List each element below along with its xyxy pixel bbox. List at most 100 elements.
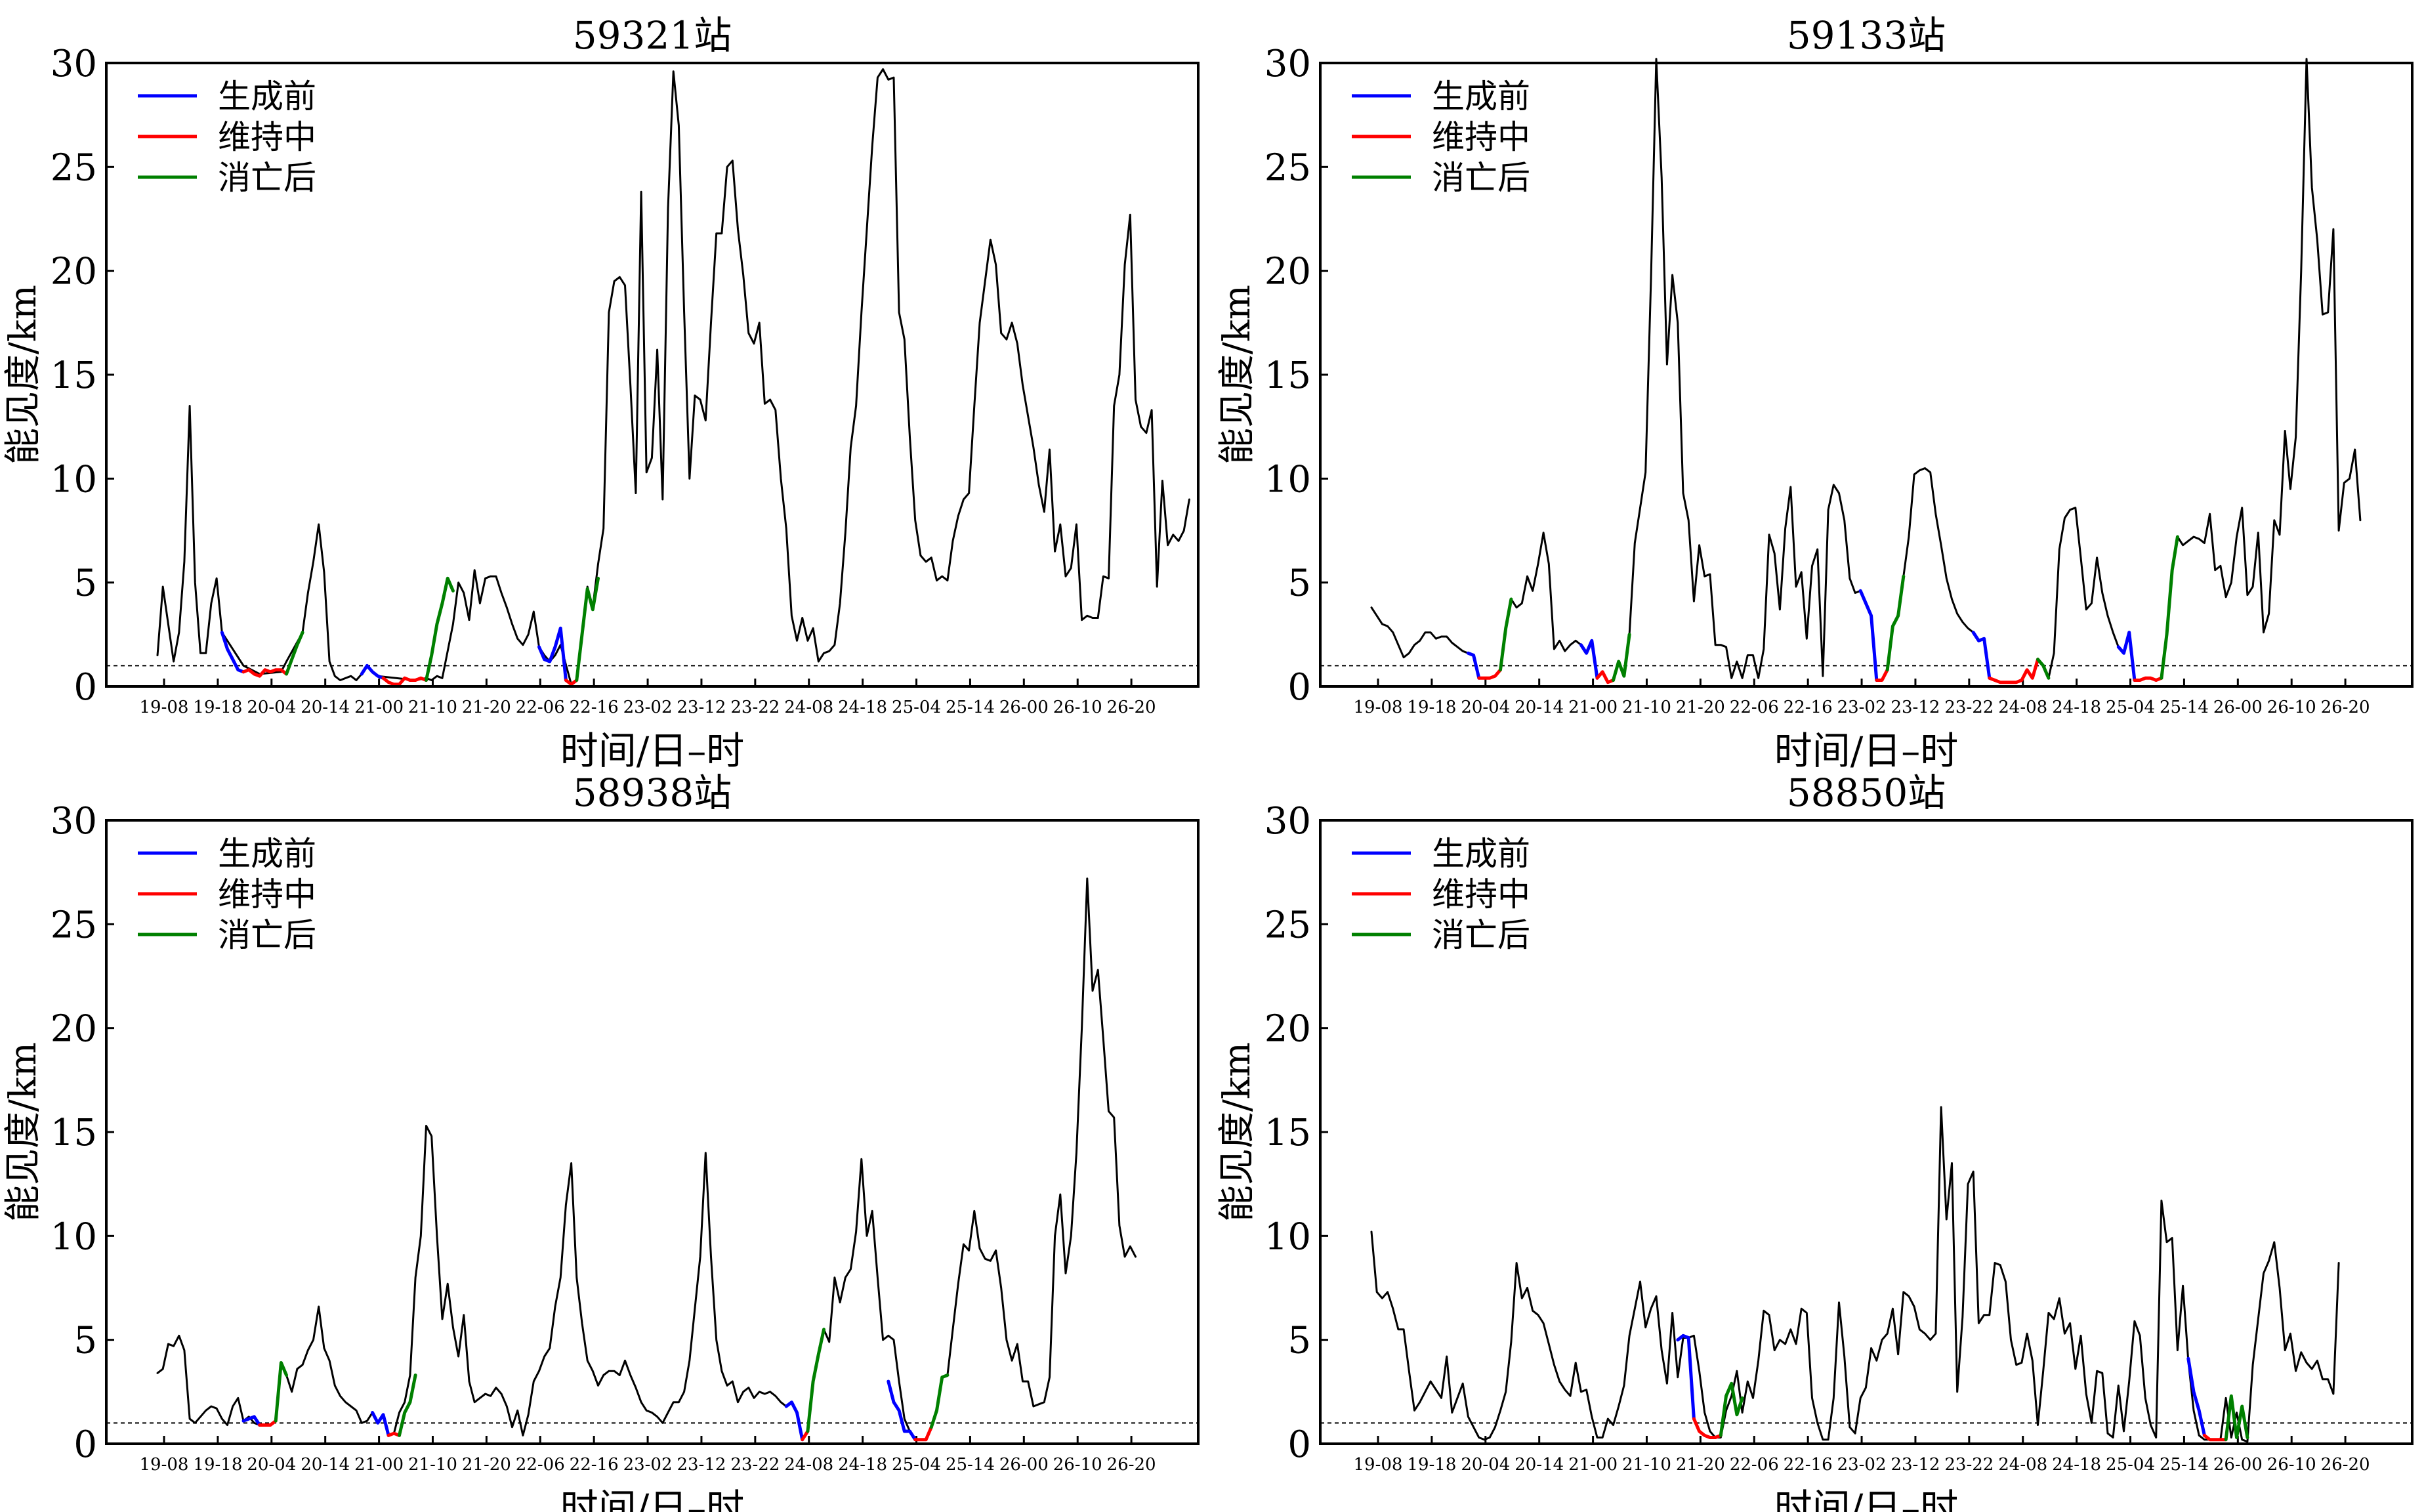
x-tick-label: 23-02 <box>623 1455 673 1475</box>
y-tick-label: 20 <box>1264 1008 1311 1051</box>
x-tick-label: 20-04 <box>247 1455 296 1475</box>
y-tick-label: 20 <box>51 251 97 293</box>
legend-label: 维持中 <box>218 118 316 156</box>
x-tick-label: 21-00 <box>1568 698 1618 717</box>
legend-label: 生成前 <box>218 835 316 873</box>
x-tick-label: 25-14 <box>2160 698 2209 717</box>
series-line-before <box>887 1379 917 1442</box>
series-line-before <box>241 1415 262 1427</box>
x-tick-label: 21-10 <box>408 1455 457 1475</box>
x-tick-label: 22-06 <box>516 698 565 717</box>
legend-label: 消亡后 <box>1432 159 1530 197</box>
series-line-after <box>2036 658 2051 680</box>
y-tick-label: 30 <box>51 800 97 843</box>
y-axis-label: 能见度/km <box>1216 1042 1259 1222</box>
plot-frame <box>1319 819 2414 1445</box>
x-tick-label: 24-08 <box>784 1455 833 1475</box>
legend-label: 消亡后 <box>218 159 316 197</box>
x-tick-label: 22-06 <box>1730 698 1779 717</box>
x-tick-label: 19-08 <box>1354 1455 1403 1475</box>
x-tick-label: 25-14 <box>946 698 995 717</box>
x-tick-label: 23-12 <box>1891 1455 1940 1475</box>
series-line-before <box>1858 589 1879 682</box>
y-tick-label: 25 <box>51 146 97 189</box>
y-tick-label: 0 <box>73 1423 97 1466</box>
x-tick-label: 25-04 <box>2106 1455 2155 1475</box>
series-line-during <box>2133 676 2163 682</box>
series-line-during <box>1692 1417 1723 1439</box>
x-tick-label: 22-16 <box>1784 698 1833 717</box>
x-tick-label: 20-14 <box>301 698 350 717</box>
series-line-during <box>381 676 428 686</box>
x-tick-label: 23-02 <box>1837 1455 1887 1475</box>
y-tick-label: 20 <box>51 1008 97 1051</box>
x-tick-label: 21-20 <box>1676 1455 1725 1475</box>
y-tick-label: 25 <box>1264 904 1311 946</box>
series-line-after <box>398 1374 417 1437</box>
x-tick-label: 26-10 <box>1053 698 1102 717</box>
legend-label: 维持中 <box>1432 118 1530 156</box>
x-tick-label: 23-02 <box>1837 698 1887 717</box>
x-tick-label: 26-20 <box>1107 1455 1156 1475</box>
series-line-after <box>285 631 304 676</box>
x-tick-label: 20-14 <box>301 1455 350 1475</box>
series-line-before <box>1579 639 1599 680</box>
x-tick-label: 21-20 <box>462 1455 511 1475</box>
y-tick-label: 5 <box>1287 1320 1311 1362</box>
series-line-during <box>1875 668 1889 682</box>
x-tick-label: 26-00 <box>2213 1455 2263 1475</box>
x-tick-label: 23-22 <box>1944 698 1994 717</box>
y-tick-label: 0 <box>73 666 97 709</box>
legend-label: 消亡后 <box>1432 916 1530 954</box>
legend-label: 生成前 <box>1432 77 1530 116</box>
x-tick-label: 21-00 <box>354 1455 404 1475</box>
x-tick-label: 21-20 <box>1676 698 1725 717</box>
series-line-base <box>156 877 1137 1441</box>
x-tick-label: 23-12 <box>677 698 726 717</box>
y-tick-label: 5 <box>1287 562 1311 605</box>
x-tick-label: 26-00 <box>999 1455 1049 1475</box>
series-line-base <box>1370 1106 2340 1443</box>
x-tick-label: 22-16 <box>570 698 619 717</box>
series-line-after <box>929 1374 950 1429</box>
x-tick-label: 19-08 <box>1354 698 1403 717</box>
x-tick-label: 23-12 <box>677 1455 726 1475</box>
x-tick-label: 22-16 <box>570 1455 619 1475</box>
x-tick-label: 21-20 <box>462 698 511 717</box>
series-line-after <box>1885 574 1906 672</box>
x-tick-label: 23-22 <box>730 698 780 717</box>
x-tick-label: 26-20 <box>1107 698 1156 717</box>
series-line-during <box>913 1425 933 1442</box>
x-axis-label: 时间/日–时 <box>560 1486 745 1512</box>
series-line-after <box>1499 597 1513 672</box>
x-tick-label: 25-14 <box>2160 1455 2209 1475</box>
x-tick-label: 24-08 <box>1998 698 2047 717</box>
x-tick-label: 22-06 <box>1730 1455 1779 1475</box>
series-line-during <box>801 1429 810 1442</box>
x-axis-label: 时间/日–时 <box>1774 1486 1959 1512</box>
x-tick-label: 24-08 <box>1998 1455 2047 1475</box>
series-line-during <box>387 1431 401 1437</box>
y-tick-label: 0 <box>1287 666 1311 709</box>
y-tick-label: 20 <box>1264 251 1311 293</box>
legend-label: 维持中 <box>218 875 316 914</box>
x-tick-label: 20-04 <box>1461 698 1510 717</box>
series-line-before <box>220 631 245 674</box>
series-line-before <box>1971 631 1992 680</box>
x-tick-label: 21-10 <box>408 698 457 717</box>
y-tick-label: 0 <box>1287 1423 1311 1466</box>
x-tick-label: 24-18 <box>838 1455 887 1475</box>
series-line-after <box>425 576 455 682</box>
plot-frame <box>105 819 1200 1445</box>
x-tick-label: 22-06 <box>516 1455 565 1475</box>
series-line-before <box>360 663 385 680</box>
series-group <box>156 68 1190 686</box>
x-tick-label: 21-10 <box>1622 698 1671 717</box>
legend-label: 维持中 <box>1432 875 1530 914</box>
x-tick-label: 24-18 <box>2052 698 2101 717</box>
series-line-before <box>784 1400 805 1442</box>
